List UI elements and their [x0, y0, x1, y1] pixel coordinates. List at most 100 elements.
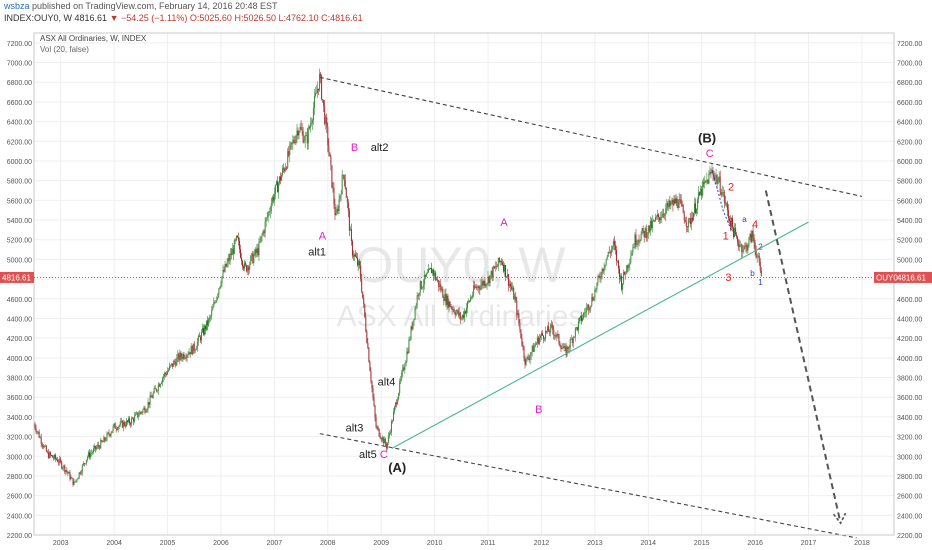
candle-body — [300, 127, 302, 130]
y-tick-label-left: 2800.00 — [7, 474, 32, 481]
candle-body — [87, 452, 89, 457]
candle-body — [100, 440, 102, 449]
candle-body — [125, 420, 127, 427]
publisher-credit: wsbza published on TradingView.com, Febr… — [4, 1, 278, 11]
candle-body — [239, 249, 241, 258]
candle-body — [686, 226, 688, 228]
candle-body — [657, 214, 659, 217]
candle-body — [365, 316, 367, 332]
candle-body — [274, 184, 276, 194]
candle-body — [414, 308, 416, 319]
candle-body — [410, 326, 412, 340]
candle-body — [452, 309, 454, 311]
candle-body — [529, 355, 531, 360]
candle-body — [644, 228, 646, 238]
candle-body — [345, 188, 347, 198]
candle-body — [244, 262, 246, 269]
x-axis[interactable]: 2003 2004 2005 2006 2007 2008 2009 2010 2011 2012… — [53, 540, 870, 547]
candle-body — [129, 418, 131, 424]
candle-body — [41, 443, 43, 446]
candle-body — [181, 357, 183, 359]
candle-body — [363, 297, 365, 304]
candle-body — [255, 249, 257, 254]
candle-body — [314, 92, 316, 96]
candle-body — [114, 423, 116, 429]
candle-body — [313, 95, 315, 109]
candle-body — [253, 255, 255, 264]
candle-body — [505, 265, 507, 277]
y-tick-label-right: 3400.00 — [897, 415, 922, 422]
channel-line — [319, 433, 857, 539]
candle-body — [587, 304, 589, 308]
candle-body — [116, 429, 118, 430]
publisher-user[interactable]: wsbza — [4, 1, 30, 11]
candle-body — [425, 273, 427, 277]
candle-body — [349, 229, 351, 231]
candle-body — [257, 248, 259, 256]
candle-body — [251, 253, 253, 257]
candle-body — [330, 156, 332, 166]
candle-body — [720, 192, 722, 195]
candle-body — [155, 388, 157, 391]
candle-body — [609, 252, 611, 254]
candle-body — [710, 172, 712, 173]
candle-body — [283, 168, 285, 170]
candle-body — [197, 335, 199, 342]
candle-body — [405, 361, 407, 366]
candle-body — [440, 284, 442, 291]
candle-body — [79, 472, 81, 474]
candle-body — [154, 388, 156, 390]
candle-body — [326, 117, 328, 127]
candle-body — [264, 221, 266, 234]
candle-body — [126, 420, 128, 422]
candle-body — [318, 88, 320, 91]
candle-body — [582, 317, 584, 321]
candle-body — [502, 264, 504, 272]
candle-body — [412, 320, 414, 329]
candle-body — [616, 260, 618, 262]
candle-body — [299, 127, 301, 132]
y-axis-left[interactable]: 2200.00 2400.00 2600.00 2800.00 3000.00 3200.… — [7, 41, 32, 540]
candle-body — [640, 233, 642, 241]
candle-body — [61, 461, 63, 469]
candle-body — [680, 199, 682, 204]
candle-body — [273, 193, 275, 201]
candle-body — [371, 381, 373, 389]
candle-body — [357, 257, 359, 266]
candle-body — [601, 268, 603, 278]
candle-body — [102, 441, 104, 443]
candle-body — [435, 272, 437, 280]
candle-body — [594, 289, 596, 300]
candle-body — [591, 297, 593, 306]
candle-body — [656, 216, 658, 218]
candle-body — [538, 337, 540, 344]
y-tick-label-left: 3600.00 — [7, 395, 32, 402]
candle-body — [307, 127, 309, 144]
candle-body — [548, 326, 550, 332]
candle-body — [419, 281, 421, 293]
candle-body — [667, 203, 669, 208]
candle-body — [471, 297, 473, 298]
candle-body — [552, 324, 554, 330]
y-tick-label-left: 2600.00 — [7, 494, 32, 501]
candle-body — [691, 217, 693, 221]
candle-body — [91, 452, 93, 454]
x-tick-label: 2018 — [854, 540, 870, 547]
candle-body — [53, 457, 55, 459]
last-value: 4816.61 — [74, 13, 108, 23]
candle-body — [233, 240, 235, 254]
close-value: C:4816.61 — [321, 13, 363, 23]
y-tick-label-left: 5600.00 — [7, 198, 32, 205]
projection-arrowhead — [832, 512, 847, 525]
candle-body — [556, 334, 558, 337]
candle-body — [721, 192, 723, 195]
y-axis-right[interactable]: 2200.00 2400.00 2600.00 2800.00 3000.00 3200.… — [897, 41, 922, 540]
candle-body — [46, 451, 48, 453]
candle-body — [377, 427, 379, 429]
candle-body — [353, 254, 355, 257]
candle-body — [48, 452, 50, 458]
candle-body — [627, 265, 629, 269]
candle-body — [738, 242, 740, 248]
candle-body — [206, 320, 208, 330]
